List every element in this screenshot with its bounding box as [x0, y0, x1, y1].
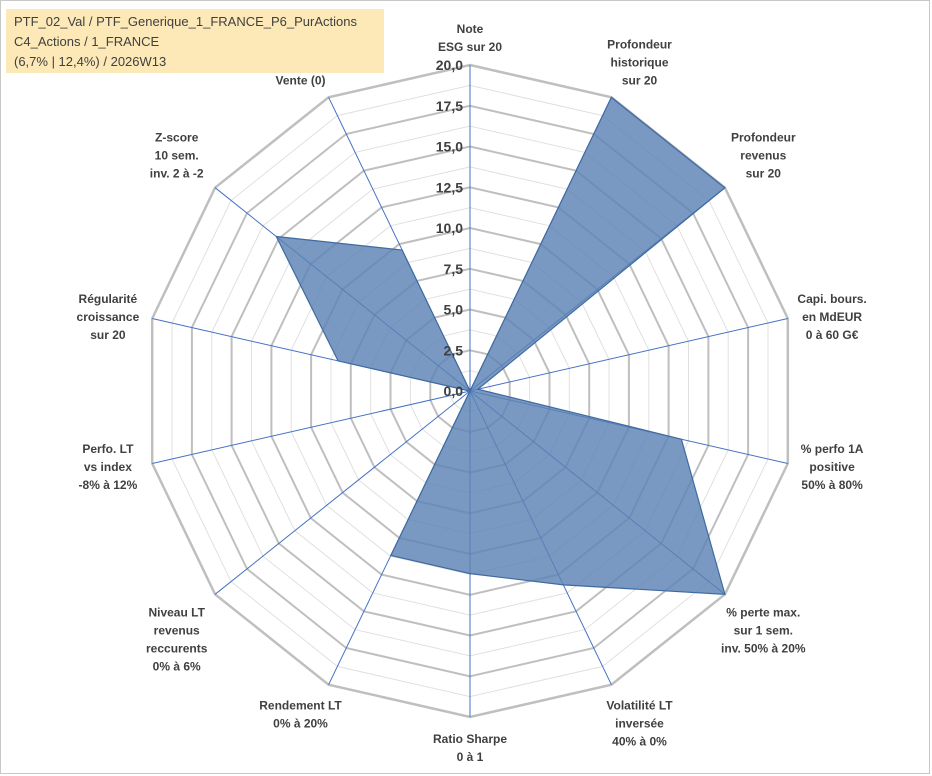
- axis-label: Régularité croissance sur 20: [77, 292, 140, 342]
- axis-label: Profondeur historique sur 20: [607, 37, 672, 87]
- axis-label-line: 0% à 20%: [273, 717, 328, 731]
- axis-spoke: [152, 390, 471, 464]
- tick-label: 10,0: [436, 220, 463, 236]
- axis-label: Volatilité LT inversée 40% à 0%: [606, 699, 673, 749]
- axis-label-line: Note: [457, 22, 484, 36]
- axis-label-line: Perfo. LT: [82, 442, 134, 456]
- axis-label-line: % perfo 1A: [801, 442, 864, 456]
- radar-series: [275, 96, 726, 595]
- axis-label-line: revenus: [740, 149, 786, 163]
- axis-label-line: sur 20: [746, 167, 782, 181]
- radar-axis-labels: Note ESG sur 20 Profondeur historique sur 20…: [77, 22, 867, 764]
- axis-label-line: -8% à 12%: [79, 478, 138, 492]
- axis-label-line: sur 20: [622, 73, 658, 87]
- portfolio-info-box: PTF_02_Val / PTF_Generique_1_FRANCE_P6_P…: [6, 9, 384, 73]
- axis-label-line: 40% à 0%: [612, 735, 667, 749]
- axis-label-line: en MdEUR: [802, 310, 862, 324]
- axis-label-line: 0% à 6%: [153, 660, 201, 674]
- axis-label-line: reccurents: [146, 642, 208, 656]
- axis-label-line: Profondeur: [607, 37, 672, 51]
- axis-spoke: [214, 390, 471, 595]
- axis-label-line: historique: [610, 55, 668, 69]
- axis-label: Ratio Sharpe 0 à 1: [433, 732, 507, 764]
- axis-label-line: 0 à 60 G€: [806, 328, 859, 342]
- tick-label: 17,5: [436, 98, 463, 114]
- axis-label: Profondeur revenus sur 20: [731, 131, 796, 181]
- axis-label-line: ESG sur 20: [438, 40, 502, 54]
- axis-label-line: 0 à 1: [457, 750, 484, 764]
- axis-label-line: revenus: [154, 624, 200, 638]
- axis-label: Rendement LT 0% à 20%: [259, 699, 342, 731]
- axis-label-line: inv. 50% à 20%: [721, 642, 806, 656]
- tick-label: 5,0: [444, 302, 464, 318]
- tick-label: 7,5: [444, 261, 464, 277]
- tick-label: 15,0: [436, 139, 463, 155]
- axis-label-line: Volatilité LT: [606, 699, 673, 713]
- tick-label: 12,5: [436, 179, 463, 195]
- axis-label-line: Ratio Sharpe: [433, 732, 507, 746]
- portfolio-line-2: C4_Actions / 1_FRANCE: [14, 34, 160, 49]
- axis-label-line: % perte max.: [726, 606, 800, 620]
- axis-label-line: 50% à 80%: [801, 478, 863, 492]
- tick-label: 0,0: [444, 383, 464, 399]
- series-area: [275, 96, 726, 595]
- axis-label-line: Niveau LT: [148, 606, 205, 620]
- axis-label-line: Z-score: [155, 131, 199, 145]
- axis-label: % perfo 1A positive 50% à 80%: [801, 442, 864, 492]
- axis-label: % perte max. sur 1 sem. inv. 50% à 20%: [721, 606, 806, 656]
- radar-tick-labels: 0,0 2,5 5,0 7,5 10,0 12,5 15,0 17,5 20,0: [436, 57, 463, 399]
- axis-label-line: 10 sem.: [155, 149, 199, 163]
- axis-label: Capi. bours. en MdEUR 0 à 60 G€: [797, 292, 866, 342]
- tick-label: 20,0: [436, 57, 463, 73]
- axis-label-line: Régularité: [79, 292, 138, 306]
- axis-label: Perfo. LT vs index -8% à 12%: [79, 442, 138, 492]
- axis-label-line: positive: [809, 460, 855, 474]
- axis-label-line: sur 1 sem.: [734, 624, 793, 638]
- axis-label-line: inv. 2 à -2: [150, 167, 204, 181]
- portfolio-line-3: (6,7% | 12,4%) / 2026W13: [14, 54, 167, 69]
- axis-label-line: sur 20: [90, 328, 126, 342]
- tick-label: 2,5: [444, 342, 464, 358]
- axis-spoke: [469, 318, 788, 392]
- axis-label-line: inversée: [615, 717, 664, 731]
- portfolio-line-1: PTF_02_Val / PTF_Generique_1_FRANCE_P6_P…: [14, 14, 357, 29]
- axis-label-line: Profondeur: [731, 131, 796, 145]
- axis-label: Z-score 10 sem. inv. 2 à -2: [150, 131, 204, 181]
- axis-label-line: vs index: [84, 460, 132, 474]
- axis-label: Niveau LT revenus reccurents 0% à 6%: [146, 606, 208, 674]
- axis-label-line: Capi. bours.: [797, 292, 866, 306]
- axis-label-line: Vente (0): [275, 73, 325, 87]
- axis-label-line: Rendement LT: [259, 699, 342, 713]
- axis-label: Note ESG sur 20: [438, 22, 502, 54]
- axis-label-line: croissance: [77, 310, 140, 324]
